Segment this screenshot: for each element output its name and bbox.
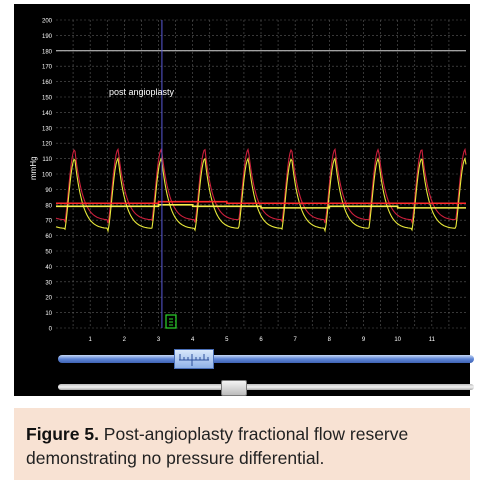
- caption-body: Post-angioplasty fractional flow reserve…: [26, 424, 409, 468]
- x-tick-label: 2: [123, 337, 127, 343]
- y-tick-label: 100: [42, 173, 53, 179]
- y-tick-label: 180: [42, 49, 53, 55]
- scroll-slider-thumb[interactable]: [221, 380, 247, 396]
- timeline-slider-track[interactable]: [58, 355, 474, 363]
- x-tick-label: 9: [362, 337, 366, 343]
- x-tick-label: 4: [191, 337, 195, 343]
- scroll-slider-track[interactable]: [58, 384, 474, 390]
- ruler-icon: [179, 354, 209, 366]
- caption-text: Figure 5. Post-angioplasty fractional fl…: [26, 422, 462, 470]
- y-tick-label: 200: [42, 19, 53, 25]
- x-tick-label: 10: [394, 337, 401, 343]
- y-tick-label: 40: [45, 265, 52, 271]
- y-tick-label: 190: [42, 34, 53, 40]
- x-tick-label: 3: [157, 337, 161, 343]
- y-tick-label: 130: [42, 126, 53, 132]
- series-line-2: [55, 156, 467, 233]
- series: [55, 20, 467, 328]
- y-tick-label: 10: [45, 311, 52, 317]
- x-tick-label: 6: [259, 337, 263, 343]
- series-line-4: [56, 204, 466, 209]
- y-tick-label: 120: [42, 142, 53, 148]
- pressure-chart: 0102030405060708090100110120130140150160…: [29, 19, 467, 344]
- x-tick-label: 5: [225, 337, 229, 343]
- caption-label: Figure 5.: [26, 424, 99, 444]
- monitor-window: 0 10 20 30 40 50 60 70 80 90 100 110 120 130 140 150 160…: [14, 4, 474, 396]
- timeline-slider-thumb[interactable]: [174, 349, 214, 369]
- y-tick-label: 90: [45, 188, 52, 194]
- y-axis-label: mmHg: [29, 156, 38, 180]
- chart-annotation: post angioplasty: [109, 87, 175, 97]
- y-tick-label: 170: [42, 65, 53, 71]
- x-tick-label: 7: [293, 337, 297, 343]
- y-tick-label: 60: [45, 234, 52, 240]
- y-tick-label: 110: [42, 157, 52, 163]
- grid: [56, 19, 466, 329]
- y-tick-label: 0: [49, 327, 53, 333]
- y-tick-label: 80: [45, 203, 52, 209]
- x-tick-label: 11: [429, 337, 436, 343]
- y-tick-label: 30: [45, 280, 52, 286]
- y-tick-label: 70: [45, 219, 52, 225]
- y-tick-label: 160: [42, 80, 53, 86]
- x-tick-label: 1: [88, 337, 92, 343]
- series-line-3: [56, 200, 466, 205]
- y-tick-label: 20: [45, 296, 52, 302]
- y-tick-label: 50: [45, 250, 52, 256]
- figure-caption: Figure 5. Post-angioplasty fractional fl…: [14, 408, 470, 480]
- y-tick-label: 150: [42, 96, 53, 102]
- y-tick-label: 140: [42, 111, 53, 117]
- cursor-marker-icon[interactable]: [165, 314, 177, 329]
- axes: 0102030405060708090100110120130140150160…: [42, 19, 436, 344]
- x-tick-label: 8: [328, 337, 332, 343]
